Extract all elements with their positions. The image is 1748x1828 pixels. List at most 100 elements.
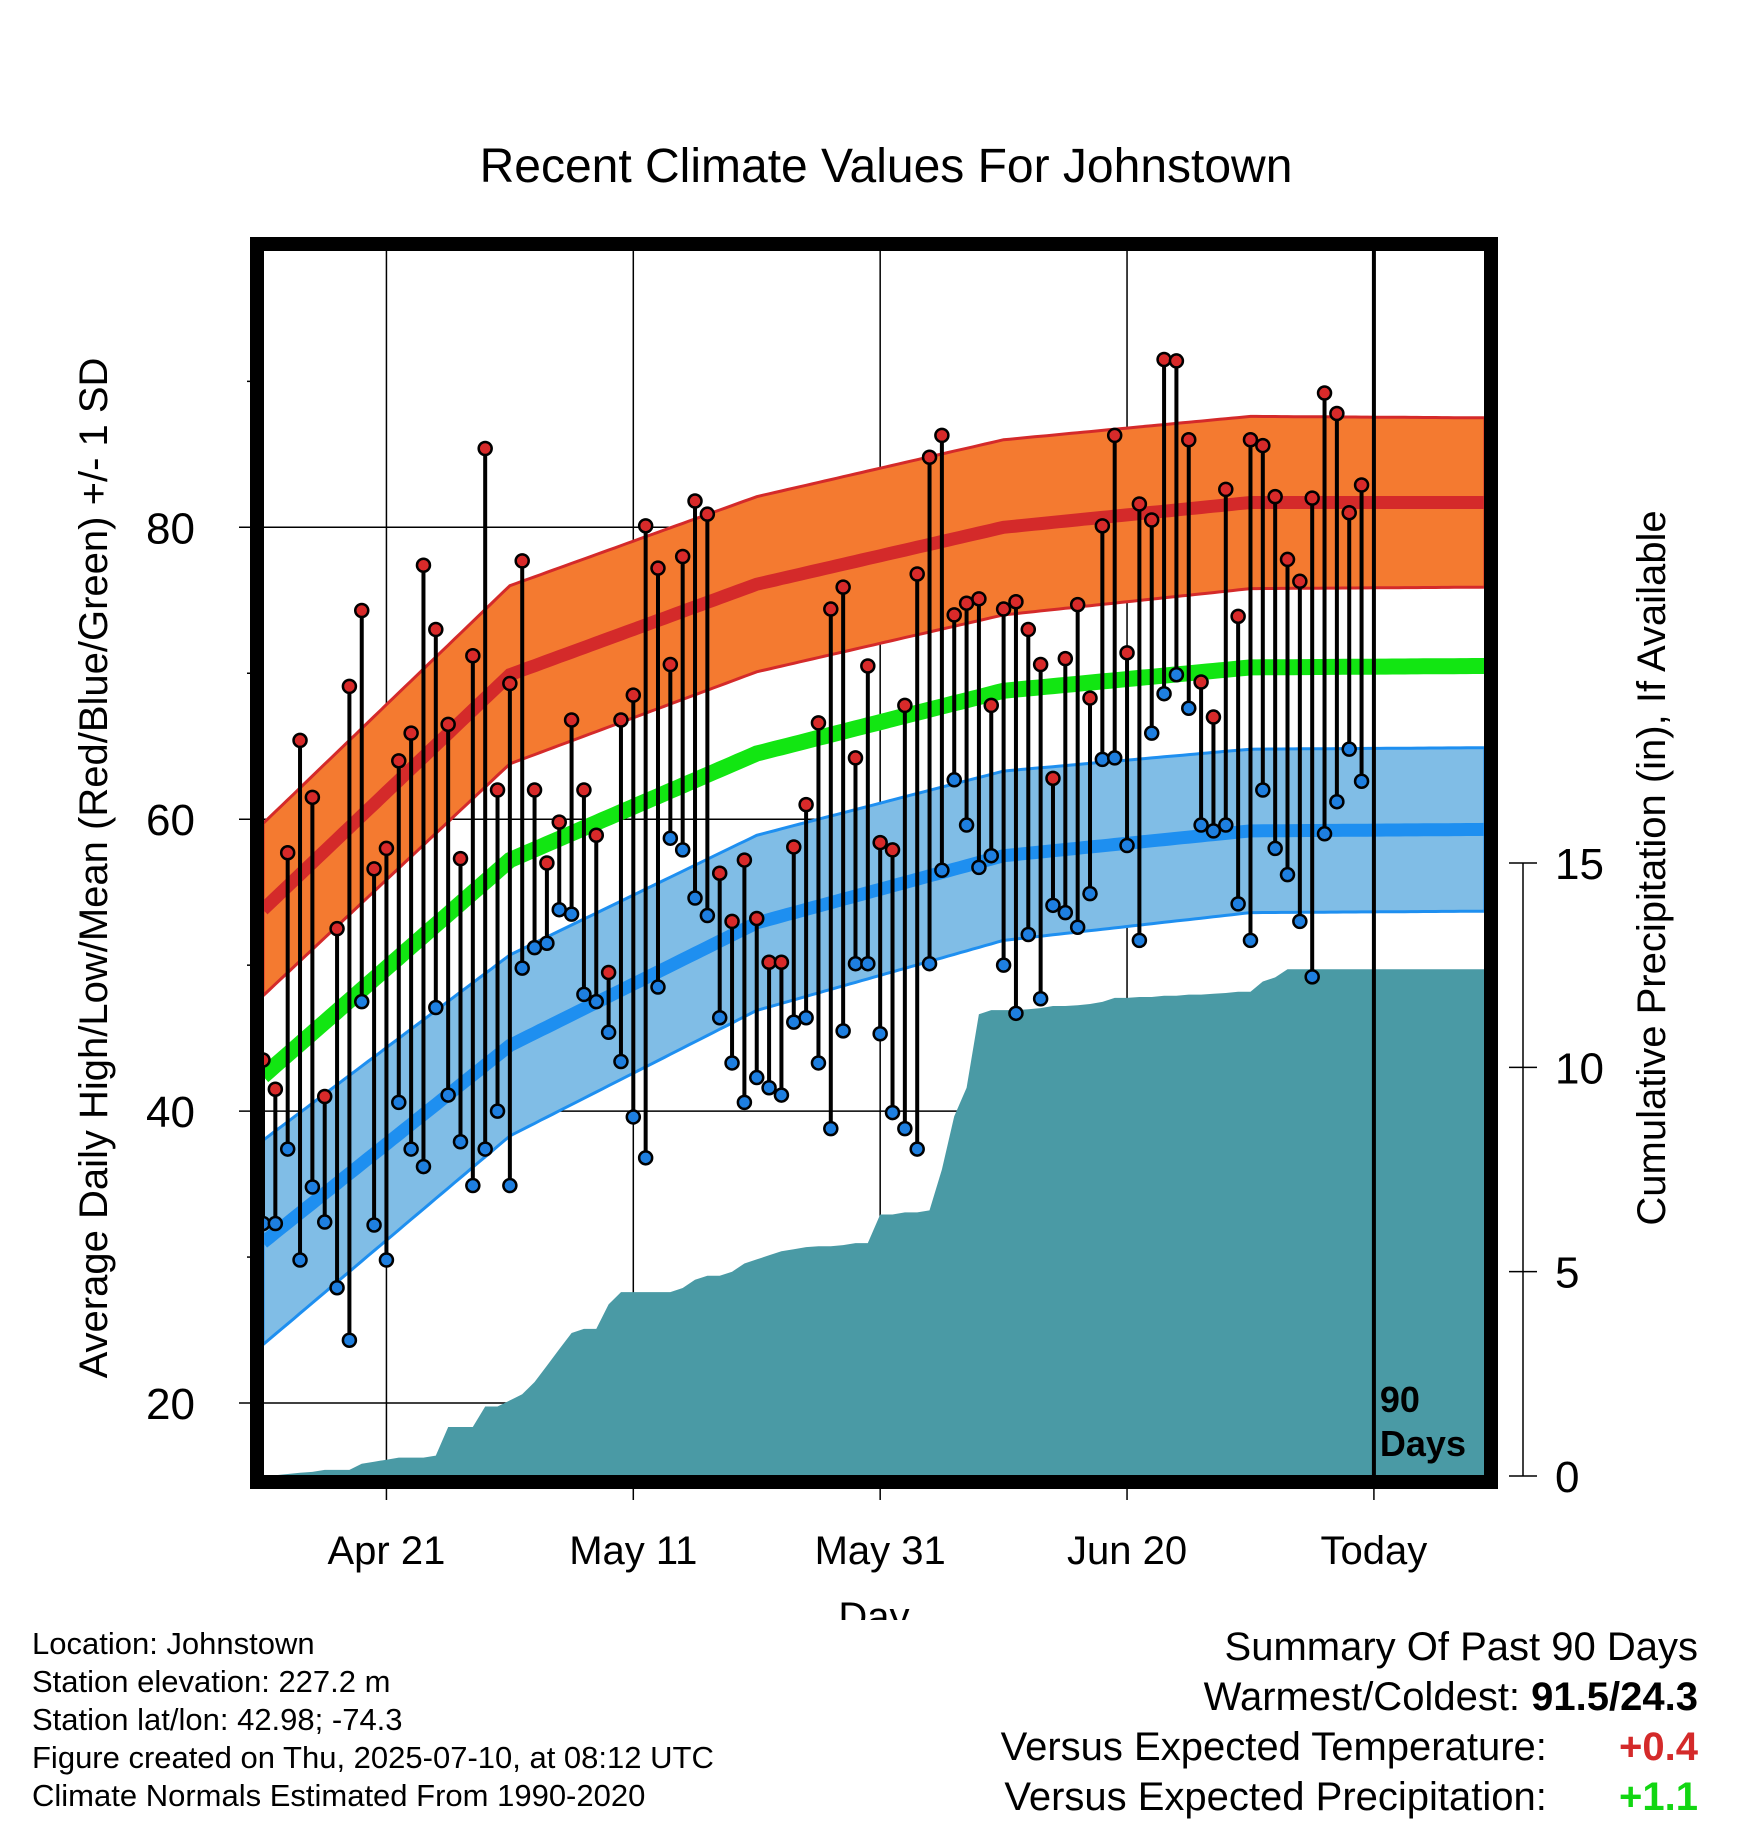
low-point bbox=[563, 906, 580, 922]
high-point bbox=[1119, 645, 1135, 661]
low-point bbox=[304, 1179, 321, 1195]
y-axis-label: Average Daily High/Low/Mean (Red/Blue/Gr… bbox=[72, 358, 116, 1379]
precip-value: +1.1 bbox=[1619, 1775, 1698, 1819]
low-point bbox=[341, 1332, 358, 1349]
low-point bbox=[1230, 896, 1246, 912]
low-point bbox=[1045, 897, 1061, 914]
low-point bbox=[1316, 826, 1333, 842]
high-point bbox=[1353, 477, 1370, 493]
low-point bbox=[1168, 666, 1185, 683]
low-point bbox=[1267, 840, 1283, 857]
high-point bbox=[674, 548, 691, 565]
low-point bbox=[662, 830, 679, 846]
low-point bbox=[872, 1026, 888, 1042]
low-point bbox=[711, 1009, 728, 1026]
high-point bbox=[1341, 504, 1357, 521]
high-point bbox=[1242, 431, 1259, 448]
high-point bbox=[1267, 488, 1283, 505]
high-point bbox=[1057, 650, 1074, 667]
low-normal-line bbox=[258, 822, 1486, 1248]
temp-label: Versus Expected Temperature: bbox=[1000, 1725, 1547, 1769]
low-point bbox=[650, 979, 666, 995]
low-point bbox=[403, 1141, 419, 1157]
low-point bbox=[1181, 700, 1197, 717]
x-tick-label: Apr 21 bbox=[328, 1529, 446, 1573]
low-point bbox=[823, 1120, 839, 1137]
high-point bbox=[897, 697, 913, 714]
high-point bbox=[428, 621, 444, 638]
low-point bbox=[428, 999, 444, 1016]
low-point bbox=[1008, 1005, 1024, 1022]
high-point bbox=[1181, 431, 1197, 448]
low-point bbox=[773, 1087, 790, 1103]
high-point bbox=[650, 560, 666, 576]
low-point bbox=[1032, 990, 1049, 1007]
low-point bbox=[724, 1055, 740, 1071]
high-point bbox=[1168, 353, 1185, 369]
chart-title: Recent Climate Values For Johnstown bbox=[480, 140, 1293, 193]
low-point bbox=[1143, 725, 1160, 741]
high-point bbox=[452, 850, 469, 867]
low-point bbox=[983, 847, 1000, 864]
high-point bbox=[711, 865, 728, 881]
high-point bbox=[1218, 481, 1234, 498]
high-point bbox=[909, 566, 925, 582]
high-point bbox=[958, 595, 975, 611]
low-point bbox=[1341, 741, 1357, 757]
high-point bbox=[1205, 709, 1222, 725]
low-point bbox=[761, 1080, 777, 1096]
high-point bbox=[353, 602, 370, 619]
high-point bbox=[1082, 690, 1098, 706]
low-point bbox=[971, 859, 987, 876]
low-point bbox=[897, 1120, 913, 1137]
summary-panel: Summary Of Past 90 Days Warmest/Coldest:… bbox=[1001, 1622, 1698, 1822]
high-point bbox=[1316, 385, 1333, 401]
low-point bbox=[995, 957, 1012, 973]
high-point bbox=[1008, 593, 1024, 610]
high-point bbox=[847, 750, 864, 766]
high-point bbox=[724, 913, 740, 930]
precip-area bbox=[263, 969, 1485, 1476]
y-tick-label: 60 bbox=[146, 796, 195, 845]
high-point bbox=[921, 449, 938, 466]
warmest-value: 91.5/24.3 bbox=[1531, 1675, 1698, 1719]
high-point bbox=[1069, 596, 1086, 613]
low-point bbox=[748, 1069, 765, 1086]
low-point bbox=[958, 817, 975, 833]
high-point bbox=[1292, 573, 1308, 590]
high-point bbox=[588, 827, 605, 844]
low-point bbox=[1279, 866, 1296, 883]
x-tick-label: May 11 bbox=[569, 1529, 697, 1573]
low-point bbox=[687, 890, 703, 906]
high-point bbox=[810, 715, 827, 731]
low-point bbox=[1353, 773, 1370, 790]
high-point bbox=[502, 675, 518, 692]
low-point bbox=[316, 1214, 333, 1230]
high-point bbox=[1106, 427, 1123, 444]
low-point bbox=[1292, 913, 1308, 930]
high-point bbox=[699, 506, 716, 522]
low-point bbox=[1020, 926, 1037, 943]
low-point bbox=[551, 901, 567, 918]
high-point bbox=[662, 656, 679, 673]
low-point bbox=[637, 1150, 654, 1166]
high-point bbox=[823, 601, 839, 617]
low-point bbox=[674, 842, 691, 858]
high-point bbox=[1020, 621, 1037, 638]
low-point bbox=[329, 1279, 345, 1296]
high-point bbox=[748, 910, 765, 927]
high-point bbox=[1255, 437, 1271, 454]
high-point bbox=[292, 732, 308, 749]
precip-label: Versus Expected Precipitation: bbox=[1004, 1775, 1547, 1819]
high-point bbox=[625, 687, 642, 703]
high-point bbox=[1329, 405, 1345, 422]
today-days-label: Days bbox=[1380, 1423, 1466, 1464]
high-point bbox=[415, 557, 432, 574]
low-point bbox=[625, 1109, 642, 1125]
high-point bbox=[687, 493, 703, 509]
temp-value: +0.4 bbox=[1619, 1725, 1698, 1769]
high-point bbox=[539, 855, 555, 871]
y2-tick-label: 5 bbox=[1555, 1249, 1579, 1298]
low-point bbox=[514, 960, 530, 976]
low-point bbox=[366, 1217, 382, 1233]
